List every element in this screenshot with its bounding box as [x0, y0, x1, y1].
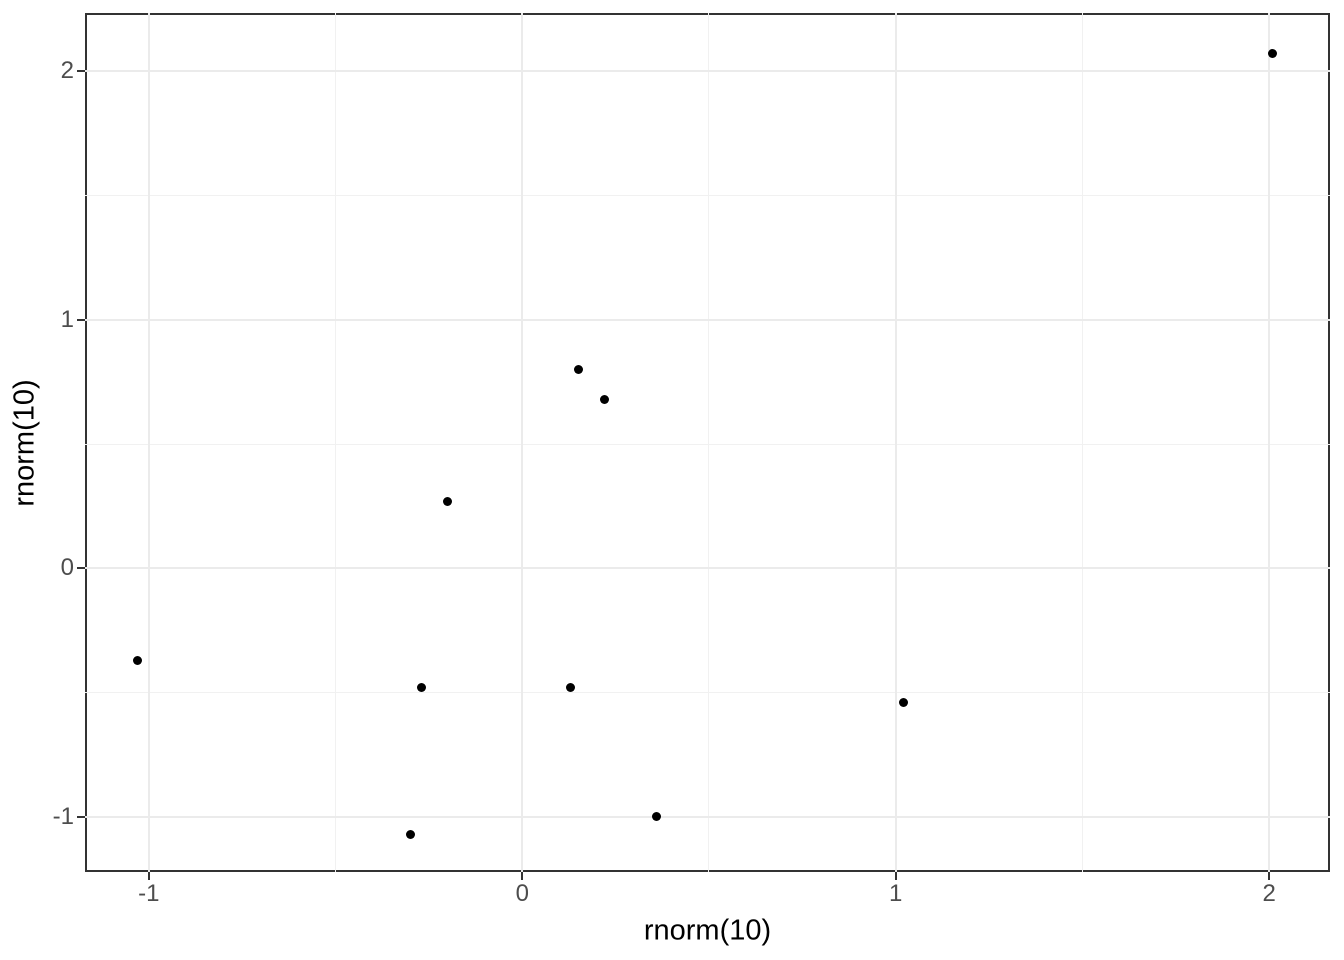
gridline-y-minor [85, 692, 1330, 694]
y-tick-mark [77, 318, 85, 321]
gridline-x-minor [708, 13, 710, 872]
y-tick-mark [77, 70, 85, 73]
x-tick-mark [521, 872, 524, 880]
gridline-y-major [85, 815, 1330, 818]
gridline-y-major [85, 70, 1330, 73]
x-tick-mark [147, 872, 150, 880]
y-axis-title: rnorm(10) [8, 378, 41, 507]
x-tick-label: 1 [889, 880, 903, 907]
gridline-x-major [521, 13, 524, 872]
gridline-x-major [147, 13, 150, 872]
gridline-x-minor [335, 13, 337, 872]
gridline-y-minor [85, 195, 1330, 197]
data-point [566, 683, 576, 693]
gridline-x-major [1268, 13, 1271, 872]
data-point [416, 683, 426, 693]
y-tick-label: 2 [60, 57, 74, 85]
data-point [1268, 49, 1278, 59]
plot-panel [85, 13, 1330, 872]
data-point [133, 655, 143, 665]
data-point [652, 812, 662, 822]
x-tick-label: -1 [138, 880, 160, 907]
data-point [599, 394, 609, 404]
data-point [405, 829, 415, 839]
y-tick-mark [77, 815, 85, 818]
x-tick-label: 0 [515, 880, 529, 907]
y-tick-mark [77, 567, 85, 570]
x-axis-title: rnorm(10) [643, 914, 772, 947]
gridline-x-major [894, 13, 897, 872]
x-tick-mark [1268, 872, 1271, 880]
gridline-x-minor [1081, 13, 1083, 872]
data-point [573, 365, 583, 375]
y-tick-label: 1 [60, 305, 74, 333]
data-point [898, 698, 908, 708]
x-tick-mark [894, 872, 897, 880]
data-point [443, 496, 453, 506]
y-tick-label: 0 [60, 554, 74, 582]
gridline-y-minor [85, 443, 1330, 445]
gridline-y-major [85, 318, 1330, 321]
x-tick-label: 2 [1262, 880, 1276, 907]
gridline-y-major [85, 567, 1330, 570]
y-tick-label: -1 [52, 802, 74, 830]
